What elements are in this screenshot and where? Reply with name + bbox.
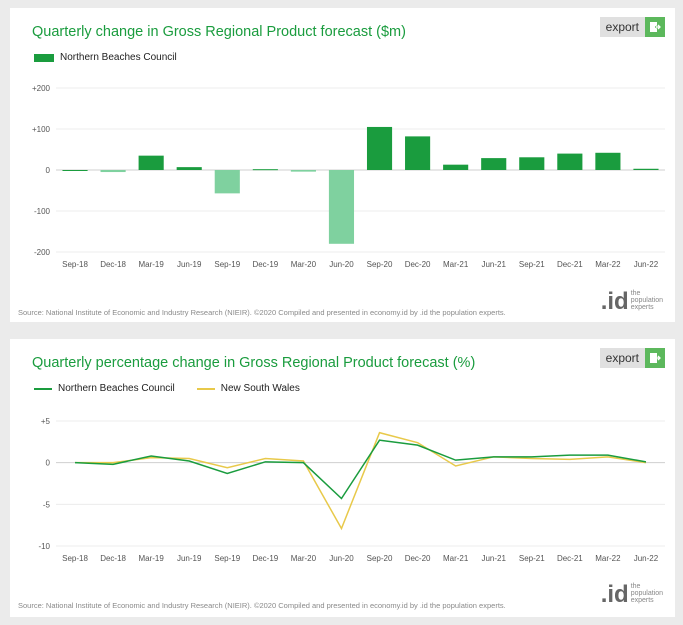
legend-item[interactable]: New South Wales xyxy=(196,383,300,394)
line-chart-plot: +5 0 -5 -10 Sep-18 Dec-18 Mar-19 Jun-19 Sep-19 De… xyxy=(38,417,665,563)
legend-label: New South Wales xyxy=(220,383,300,394)
x-tick-label: Sep-18 xyxy=(62,554,88,563)
source-note: Source: National Institute of Economic a… xyxy=(18,308,506,317)
bar-chart-panel: Quarterly change in Gross Regional Produ… xyxy=(10,8,675,322)
id-logo: .id the population experts xyxy=(600,581,663,608)
x-tick-label: Mar-20 xyxy=(291,260,317,269)
legend-label: Northern Beaches Council xyxy=(60,52,177,63)
x-tick-label: Jun-22 xyxy=(634,260,659,269)
bar-chart-legend: Northern Beaches Council xyxy=(34,52,199,63)
x-tick-label: Sep-19 xyxy=(214,260,240,269)
x-tick-label: Jun-21 xyxy=(481,260,506,269)
bar xyxy=(176,167,202,170)
bar xyxy=(252,169,278,171)
y-tick-label: 0 xyxy=(46,166,51,175)
bar xyxy=(100,170,126,173)
y-tick-label: -10 xyxy=(38,542,50,551)
bar xyxy=(595,152,621,170)
x-tick-label: Mar-22 xyxy=(595,260,621,269)
x-tick-label: Dec-19 xyxy=(252,260,278,269)
bar xyxy=(519,157,545,170)
legend-swatch xyxy=(34,53,54,62)
legend-item[interactable]: Northern Beaches Council xyxy=(34,383,175,394)
export-label: export xyxy=(599,17,645,37)
x-tick-label: Dec-19 xyxy=(252,554,278,563)
x-tick-label: Dec-20 xyxy=(405,260,431,269)
x-tick-label: Jun-22 xyxy=(634,554,659,563)
series-line xyxy=(75,431,647,531)
bar xyxy=(328,170,355,244)
bar xyxy=(62,170,88,171)
bar xyxy=(214,170,240,194)
x-tick-label: Jun-19 xyxy=(177,554,202,563)
x-tick-label: Sep-21 xyxy=(519,554,545,563)
line-chart-title: Quarterly percentage change in Gross Reg… xyxy=(32,355,476,371)
x-tick-label: Jun-20 xyxy=(329,260,354,269)
x-tick-label: Sep-21 xyxy=(519,260,545,269)
legend-item[interactable]: Northern Beaches Council xyxy=(34,52,177,63)
bar xyxy=(443,164,469,170)
x-tick-label: Jun-20 xyxy=(329,554,354,563)
x-tick-label: Sep-20 xyxy=(367,260,393,269)
x-tick-label: Mar-22 xyxy=(595,554,621,563)
y-tick-label: +100 xyxy=(32,125,51,134)
y-tick-label: +5 xyxy=(41,417,51,426)
legend-label: Northern Beaches Council xyxy=(58,383,175,394)
bar xyxy=(481,158,507,170)
y-tick-label: -200 xyxy=(34,248,51,257)
x-tick-label: Mar-21 xyxy=(443,260,469,269)
y-tick-label: 0 xyxy=(46,459,51,468)
y-tick-label: -5 xyxy=(43,500,51,509)
bar xyxy=(138,155,164,170)
legend-swatch xyxy=(196,387,215,390)
bar-chart-plot: +200 +100 0 -100 -200 Sep-18 Dec-18 Mar-19 Jun-1… xyxy=(32,84,665,269)
bar xyxy=(633,168,659,170)
x-tick-label: Jun-21 xyxy=(481,554,506,563)
x-tick-label: Jun-19 xyxy=(177,260,202,269)
export-icon xyxy=(645,348,665,368)
x-tick-label: Mar-20 xyxy=(291,554,317,563)
x-tick-label: Mar-19 xyxy=(138,554,164,563)
x-tick-label: Dec-18 xyxy=(100,260,126,269)
bar xyxy=(290,170,316,172)
x-tick-label: Sep-20 xyxy=(367,554,393,563)
x-tick-label: Mar-19 xyxy=(138,260,164,269)
y-tick-label: +200 xyxy=(32,84,51,93)
x-tick-label: Sep-18 xyxy=(62,260,88,269)
x-tick-label: Sep-19 xyxy=(214,554,240,563)
bar xyxy=(405,136,431,170)
id-logo: .id the population experts xyxy=(600,288,663,315)
export-button[interactable]: export xyxy=(599,17,665,37)
x-tick-label: Mar-21 xyxy=(443,554,469,563)
source-note: Source: National Institute of Economic a… xyxy=(18,601,506,610)
series-line xyxy=(74,439,647,500)
x-tick-label: Dec-21 xyxy=(557,554,583,563)
legend-swatch xyxy=(34,387,52,390)
x-tick-label: Dec-18 xyxy=(100,554,126,563)
bar-chart-title: Quarterly change in Gross Regional Produ… xyxy=(32,24,406,40)
export-icon xyxy=(645,17,665,37)
bar xyxy=(557,153,583,170)
export-label: export xyxy=(599,348,645,368)
bar xyxy=(366,126,393,170)
line-chart-legend: Northern Beaches Council New South Wales xyxy=(34,383,322,394)
line-chart-panel: Quarterly percentage change in Gross Reg… xyxy=(10,339,675,617)
x-tick-label: Dec-21 xyxy=(557,260,583,269)
y-tick-label: -100 xyxy=(34,207,51,216)
x-tick-label: Dec-20 xyxy=(405,554,431,563)
export-button[interactable]: export xyxy=(599,348,665,368)
